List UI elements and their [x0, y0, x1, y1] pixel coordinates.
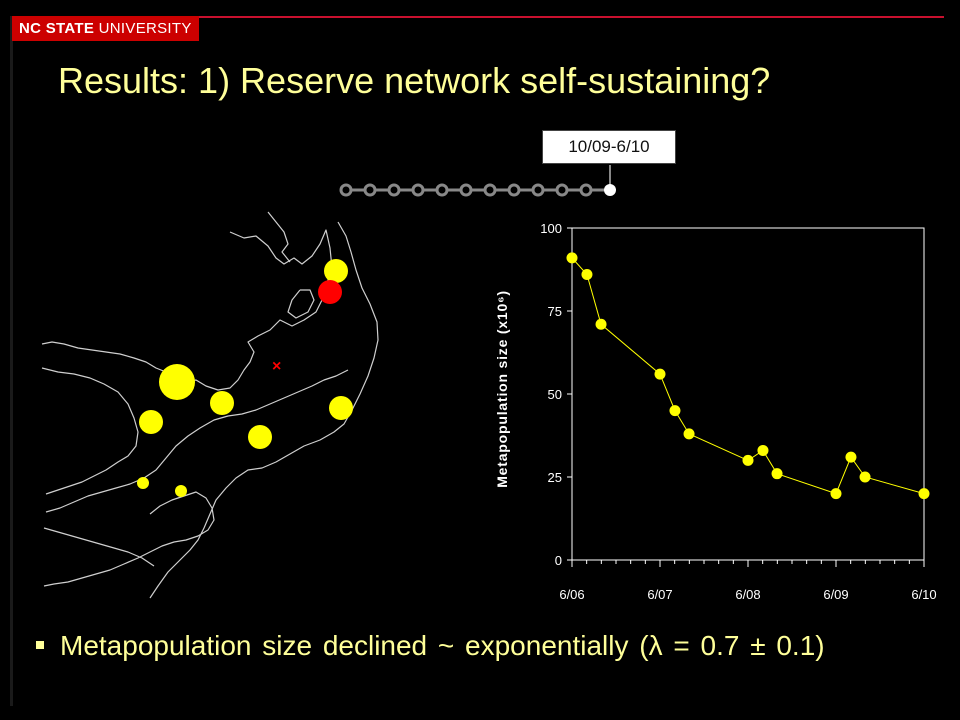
mainland-coastline [41, 229, 333, 391]
map-site-circle [318, 280, 342, 304]
timeline-step-dot [459, 183, 473, 197]
data-point [742, 454, 754, 466]
map-site-circle [139, 410, 163, 434]
data-point [845, 451, 857, 463]
data-point [757, 444, 769, 456]
map-site-circle [248, 425, 272, 449]
data-point [771, 468, 783, 480]
data-point [581, 268, 593, 280]
timeline-step-dot [387, 183, 401, 197]
slide-title: Results: 1) Reserve network self-sustain… [58, 60, 771, 101]
northern-inlet [267, 211, 291, 263]
header-rule [10, 16, 944, 18]
timeline-step-dot [411, 183, 425, 197]
timeline-current-dot [604, 184, 616, 196]
x-tick-label: 6/07 [647, 587, 672, 602]
data-point [566, 252, 578, 264]
map-site-circle [324, 259, 348, 283]
university-logo: NC STATE UNIVERSITY [12, 16, 199, 41]
left-rule [10, 16, 13, 706]
x-tick-label: 6/09 [823, 587, 848, 602]
y-tick-label: 25 [548, 470, 562, 485]
timeline-step-dot [363, 183, 377, 197]
sound-shoreline [41, 367, 139, 495]
bullet-point: Metapopulation size declined ~ exponenti… [36, 630, 825, 662]
plot-frame [571, 227, 925, 561]
y-tick-label: 0 [555, 553, 562, 568]
y-axis-label: Metapopulation size (x10⁶) [494, 290, 510, 488]
date-range-callout: 10/09-6/10 [542, 130, 676, 164]
y-tick-label: 50 [548, 387, 562, 402]
map-site-circle [175, 485, 187, 497]
data-point [918, 488, 930, 500]
data-point [595, 318, 607, 330]
data-point [830, 488, 842, 500]
map-site-circle [159, 364, 195, 400]
data-point [859, 471, 871, 483]
timeline-step-dot [483, 183, 497, 197]
x-tick-label: 6/08 [735, 587, 760, 602]
data-point [683, 428, 695, 440]
barrier-island-outline [149, 221, 379, 599]
bullet-square-icon [36, 640, 44, 649]
map-site-circle [329, 396, 353, 420]
x-tick-label: 6/06 [559, 587, 584, 602]
y-tick-label: 75 [548, 304, 562, 319]
timeline-step-dot [507, 183, 521, 197]
river-shoreline [45, 369, 349, 513]
bullet-text: Metapopulation size declined ~ exponenti… [60, 630, 825, 661]
timeline-step-dot [531, 183, 545, 197]
map-site-circle [137, 477, 149, 489]
map-site-circle [210, 391, 234, 415]
southern-coast [43, 527, 155, 567]
x-tick-label: 6/10 [911, 587, 936, 602]
data-point [654, 368, 666, 380]
data-point [669, 405, 681, 417]
inner-sound [43, 491, 215, 587]
extinct-site-marker: × [272, 358, 281, 375]
y-tick-label: 100 [540, 221, 562, 236]
timeline-step-dot [579, 183, 593, 197]
timeline-step-dot [555, 183, 569, 197]
estuary-creek [287, 289, 315, 319]
timeline-step-dot [339, 183, 353, 197]
timeline-step-dot [435, 183, 449, 197]
